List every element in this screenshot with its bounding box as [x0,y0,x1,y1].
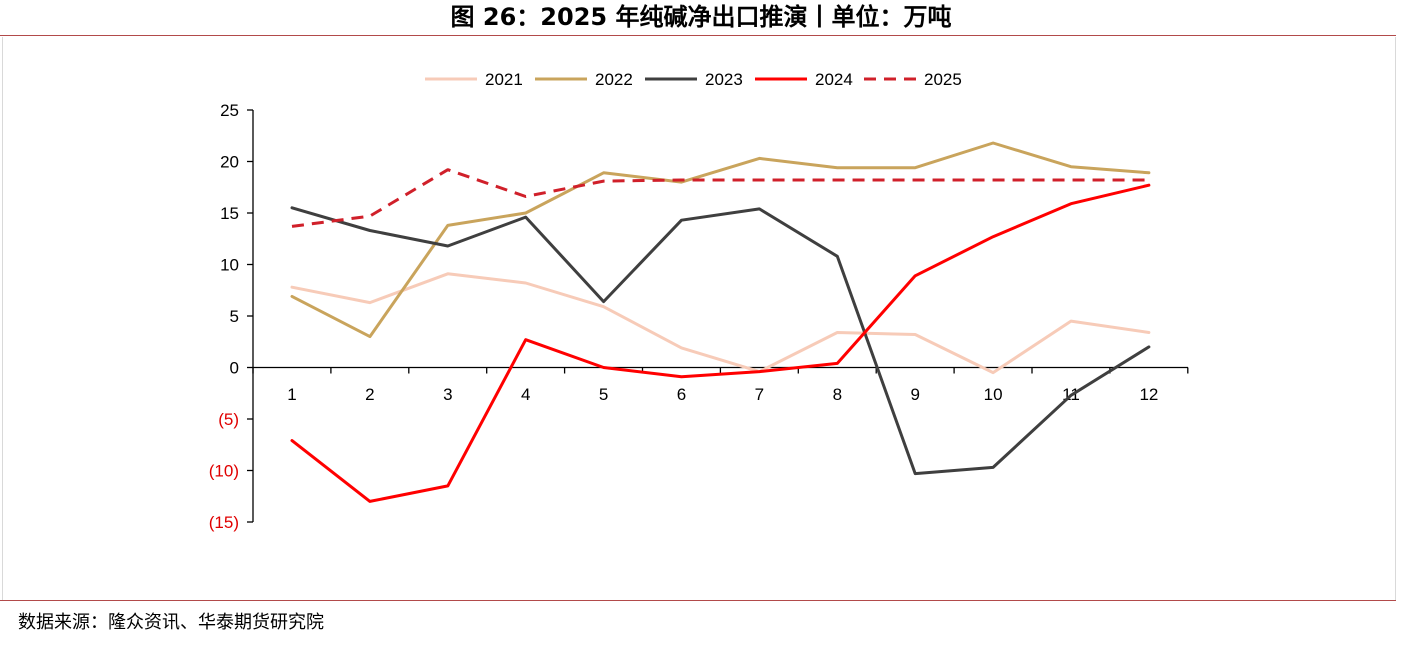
legend-label-2022: 2022 [595,70,633,89]
y-tick-label: (5) [218,410,239,429]
x-tick-label: 1 [287,385,296,404]
y-tick-label: (15) [209,513,239,532]
y-tick-label: 5 [230,307,239,326]
x-tick-label: 2 [365,385,374,404]
y-tick-label: 0 [230,359,239,378]
chart-title: 图 26：2025 年纯碱净出口推演丨单位：万吨 [450,3,952,31]
x-tick-label: 6 [677,385,686,404]
x-tick-label: 7 [755,385,764,404]
x-tick-label: 9 [910,385,919,404]
series-line-2024 [290,183,1151,503]
y-tick-label: 15 [220,204,239,223]
series-line-2025 [291,168,1149,228]
source-note: 数据来源：隆众资讯、华泰期货研究院 [18,612,324,633]
x-tick-label: 3 [443,385,452,404]
chart-frame [2,37,1396,600]
x-tick-label: 4 [521,385,530,404]
legend-label-2023: 2023 [705,70,743,89]
x-tick-label: 12 [1139,385,1158,404]
series-line-2023 [290,206,1151,476]
x-tick-label: 5 [599,385,608,404]
y-tick-label: 25 [220,101,239,120]
y-tick-label: (10) [209,462,239,481]
legend-label-2021: 2021 [485,70,523,89]
source-rule [0,600,1396,601]
x-tick-label: 8 [833,385,842,404]
y-tick-label: 20 [220,153,239,172]
x-tick-label: 10 [984,385,1003,404]
y-tick-label: 10 [220,256,239,275]
legend-label-2025: 2025 [924,70,962,89]
title-rule [0,35,1396,36]
legend-label-2024: 2024 [815,70,853,89]
series-line-2021 [290,272,1151,375]
